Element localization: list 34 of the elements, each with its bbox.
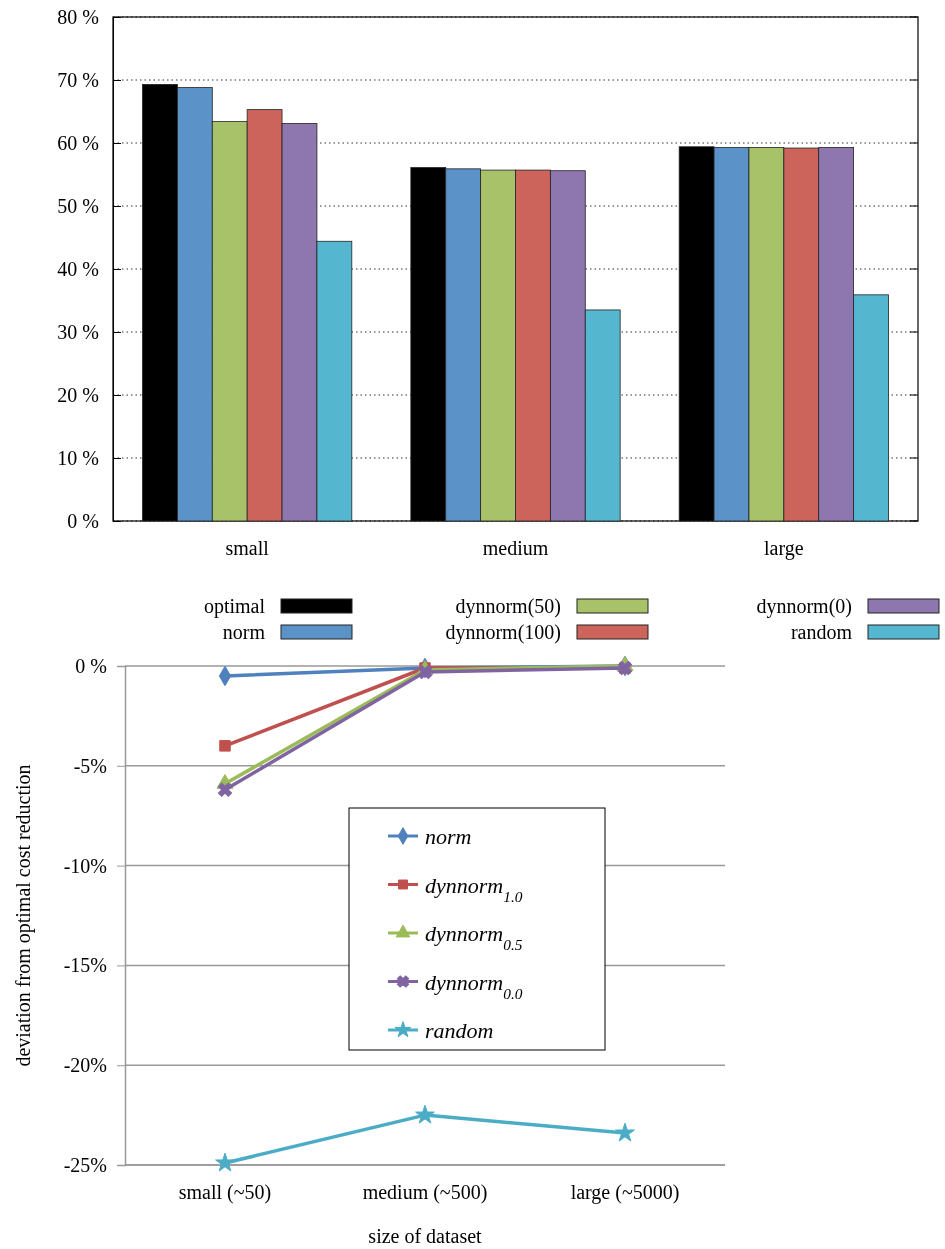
legend-label: random: [425, 1018, 494, 1043]
legend-label: dynnorm$_{0.5}$: [425, 921, 523, 953]
y-tick-label: 20 %: [57, 383, 99, 406]
legend-label: norm: [425, 824, 472, 849]
y-tick-label: -5%: [73, 754, 107, 777]
legend-label: dynnorm(50): [455, 595, 561, 618]
legend-label: optimal: [203, 595, 266, 618]
y-tick-label: 30 %: [57, 320, 99, 343]
x-tick-label: medium (~500): [362, 1181, 488, 1204]
legend-label: dynnorm$_{0.0}$: [425, 969, 523, 1001]
y-axis-title: deviation from optimal cost reduction: [12, 764, 35, 1067]
y-tick-label: -10%: [63, 854, 107, 877]
y-tick-label: 0 %: [67, 509, 99, 532]
y-tick-label: 60 %: [57, 131, 99, 154]
legend-label: dynnorm(0): [756, 595, 852, 618]
x-axis-title: size of dataset: [368, 1225, 483, 1247]
y-tick-label: -15%: [63, 954, 107, 977]
y-tick-label: 80 %: [57, 5, 99, 28]
x-tick-label: medium: [482, 537, 549, 559]
x-tick-label: large (~5000): [570, 1181, 680, 1204]
y-tick-label: -25%: [63, 1153, 107, 1176]
legend-label: norm: [222, 621, 266, 643]
x-tick-label: large: [764, 537, 804, 560]
legend-label: dynnorm(100): [445, 621, 561, 644]
y-tick-label: -20%: [63, 1054, 107, 1077]
x-tick-label: small: [225, 537, 270, 559]
y-tick-label: 70 %: [57, 68, 99, 91]
legend-label: dynnorm$_{1.0}$: [425, 872, 523, 904]
y-tick-label: 10 %: [57, 446, 99, 469]
x-tick-label: small (~50): [178, 1181, 272, 1204]
y-tick-label: 40 %: [57, 257, 99, 280]
y-tick-label: 0 %: [75, 654, 107, 677]
legend-label: random: [790, 621, 853, 643]
y-tick-label: 50 %: [57, 194, 99, 217]
